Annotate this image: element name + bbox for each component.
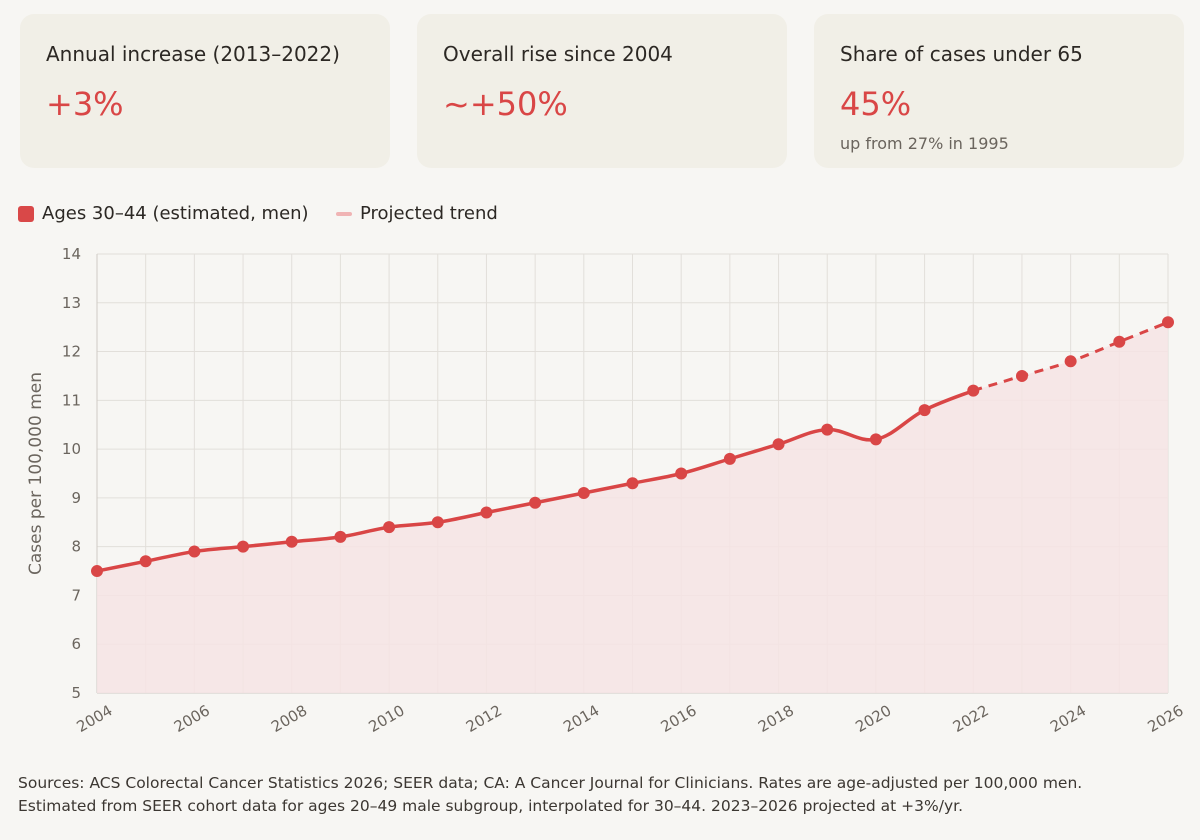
- x-tick-label: 2012: [463, 701, 505, 736]
- legend-label-actual: Ages 30–44 (estimated, men): [42, 203, 309, 224]
- data-point-actual: [285, 535, 298, 548]
- data-point-projected: [1162, 316, 1174, 329]
- x-tick-label: 2006: [171, 701, 213, 736]
- data-point-actual: [772, 438, 785, 451]
- data-point-actual: [723, 452, 736, 465]
- data-point-actual: [91, 565, 103, 578]
- legend-item-actual[interactable]: Ages 30–44 (estimated, men): [18, 203, 309, 224]
- stat-card-overall-rise: Overall rise since 2004 ~+50%: [417, 14, 787, 168]
- x-tick-label: 2016: [658, 701, 700, 736]
- data-point-actual: [431, 516, 444, 529]
- stat-card-subtext: up from 27% in 1995: [840, 134, 1009, 153]
- data-point-actual: [675, 467, 688, 480]
- legend-item-projected[interactable]: Projected trend: [336, 203, 498, 224]
- stat-card-share-under-65: Share of cases under 65 45% up from 27% …: [814, 14, 1184, 168]
- x-tick-label: 2008: [268, 701, 310, 736]
- stat-card-value: +3%: [46, 85, 124, 123]
- data-point-actual: [626, 477, 639, 490]
- stat-card-annual-increase: Annual increase (2013–2022) +3%: [20, 14, 390, 168]
- data-point-projected: [1113, 335, 1126, 348]
- y-tick-label: 5: [71, 684, 81, 702]
- chart-points: [91, 316, 1174, 578]
- y-tick-label: 11: [62, 391, 81, 409]
- x-tick-label: 2022: [950, 701, 992, 736]
- y-axis-ticks: 5 6 7 8 9 10 11 12 13 14: [62, 245, 81, 702]
- data-point-projected: [1015, 369, 1028, 382]
- data-point-actual: [967, 384, 980, 397]
- data-point-actual: [188, 545, 201, 558]
- x-tick-label: 2018: [755, 701, 797, 736]
- data-point-actual: [918, 404, 931, 417]
- y-tick-label: 7: [71, 586, 81, 604]
- stat-card-label: Annual increase (2013–2022): [46, 42, 340, 66]
- y-axis-label: Cases per 100,000 men: [26, 372, 46, 575]
- stat-card-label: Overall rise since 2004: [443, 42, 673, 66]
- x-axis-ticks: 2004 2006 2008 2010 2012 2014 2016 2018 2020 2022…: [73, 701, 1186, 736]
- footnote-line-2: Estimated from SEER cohort data for ages…: [18, 797, 964, 815]
- y-tick-label: 13: [62, 294, 81, 312]
- data-point-actual: [869, 433, 882, 446]
- stat-card-label: Share of cases under 65: [840, 42, 1083, 66]
- x-tick-label: 2014: [560, 701, 602, 736]
- x-tick-label: 2024: [1047, 701, 1089, 736]
- data-point-projected: [1064, 355, 1077, 368]
- x-tick-label: 2026: [1144, 701, 1186, 736]
- x-tick-label: 2010: [366, 701, 408, 736]
- footnote-line-1: Sources: ACS Colorectal Cancer Statistic…: [18, 774, 1083, 792]
- chart-area-fill: [97, 322, 1168, 693]
- y-tick-label: 6: [71, 635, 81, 653]
- line-chart: 5 6 7 8 9 10 11 12 13 14 2004 2006 2008 2010 2012 2014…: [26, 245, 1187, 736]
- data-point-actual: [577, 487, 590, 500]
- area-fill: [97, 322, 1168, 693]
- legend-swatch-projected: [336, 211, 352, 216]
- x-tick-label: 2004: [73, 701, 115, 736]
- y-tick-label: 12: [62, 343, 81, 361]
- data-point-actual: [529, 496, 542, 509]
- x-tick-label: 2020: [852, 701, 894, 736]
- legend-swatch-actual: [18, 205, 34, 222]
- data-point-actual: [237, 540, 250, 553]
- y-tick-label: 9: [71, 489, 81, 507]
- data-point-actual: [334, 530, 347, 543]
- sources-footnote: Sources: ACS Colorectal Cancer Statistic…: [18, 772, 1188, 818]
- data-point-actual: [383, 521, 396, 534]
- summary-cards: Annual increase (2013–2022) +3% Overall …: [20, 14, 1188, 168]
- y-tick-label: 10: [62, 440, 81, 458]
- y-tick-label: 14: [62, 245, 81, 263]
- stat-card-value: ~+50%: [443, 85, 568, 123]
- y-tick-label: 8: [71, 538, 81, 556]
- data-point-actual: [139, 555, 152, 568]
- data-point-actual: [480, 506, 493, 519]
- data-point-actual: [821, 423, 834, 436]
- legend-label-projected: Projected trend: [360, 203, 498, 224]
- stat-card-value: 45%: [840, 85, 912, 123]
